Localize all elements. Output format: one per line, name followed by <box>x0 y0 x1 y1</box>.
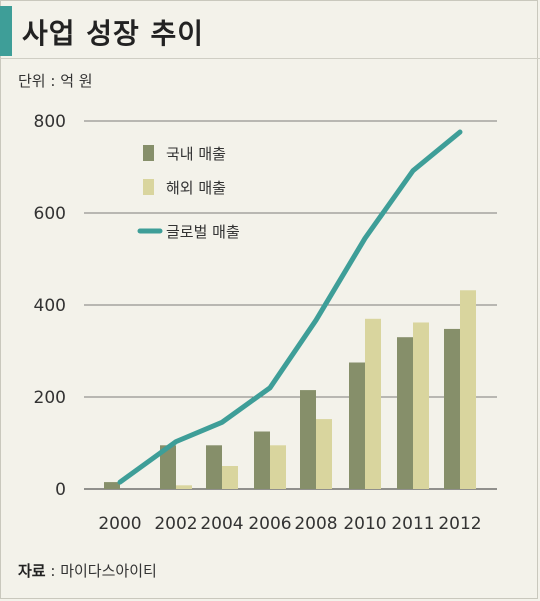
chart-title: 사업 성장 추이 <box>22 17 205 50</box>
y-tick-label-0: 0 <box>55 480 66 500</box>
bar-domestic-2010 <box>349 362 365 489</box>
y-tick-label-600: 600 <box>34 204 66 224</box>
point-global-2011 <box>412 170 414 172</box>
line-global <box>117 129 463 485</box>
point-global-2008 <box>315 319 317 321</box>
x-tick-label-2002: 2002 <box>154 514 197 534</box>
unit-label: 단위 : 억 원 <box>18 72 93 90</box>
title-bar: 사업 성장 추이 <box>0 0 540 58</box>
title-accent-bar <box>0 6 12 56</box>
bar-overseas-2006 <box>270 445 286 489</box>
y-tick-label-200: 200 <box>34 388 66 408</box>
legend-swatch-domestic <box>143 145 154 161</box>
legend-label-domestic: 국내 매출 <box>166 145 226 163</box>
source-value: 마이다스아이티 <box>60 562 157 580</box>
bar-domestic-2002 <box>160 445 176 489</box>
x-tick-label-2011: 2011 <box>391 514 434 534</box>
bar-domestic-2000 <box>104 482 120 489</box>
x-tick-label-2010: 2010 <box>343 514 386 534</box>
point-global-2000 <box>119 481 121 483</box>
x-tick-label-2004: 2004 <box>200 514 243 534</box>
x-tick-label-2000: 2000 <box>98 514 141 534</box>
bar-overseas-2008 <box>316 419 332 489</box>
source-note: 자료 : 마이다스아이티 <box>18 560 157 581</box>
bar-domestic-2008 <box>300 390 316 489</box>
bar-overseas-2004 <box>222 466 238 489</box>
bar-overseas-2010 <box>365 318 381 489</box>
point-global-2012 <box>459 131 461 133</box>
point-global-2002 <box>175 441 177 443</box>
title-divider <box>0 58 540 59</box>
bar-overseas-2011 <box>413 322 429 489</box>
legend-label-global: 글로벌 매출 <box>166 223 240 241</box>
x-tick-label-2012: 2012 <box>438 514 481 534</box>
legend-swatch-overseas <box>143 179 154 195</box>
bar-domestic-2011 <box>397 337 413 489</box>
bar-overseas-2002 <box>176 485 192 489</box>
y-tick-label-400: 400 <box>34 296 66 316</box>
legend-label-overseas: 해외 매출 <box>166 179 226 197</box>
point-global-2006 <box>269 387 271 389</box>
y-tick-label-800: 800 <box>34 112 66 132</box>
x-tick-label-2008: 2008 <box>294 514 337 534</box>
point-global-2004 <box>221 421 223 423</box>
source-separator: : <box>45 562 61 580</box>
bar-domestic-2006 <box>254 431 270 489</box>
bar-domestic-2004 <box>206 445 222 489</box>
bar-overseas-2012 <box>460 290 476 489</box>
bar-domestic-2012 <box>444 328 460 489</box>
source-label: 자료 <box>18 562 46 580</box>
x-tick-label-2006: 2006 <box>248 514 291 534</box>
point-global-2010 <box>364 237 366 239</box>
